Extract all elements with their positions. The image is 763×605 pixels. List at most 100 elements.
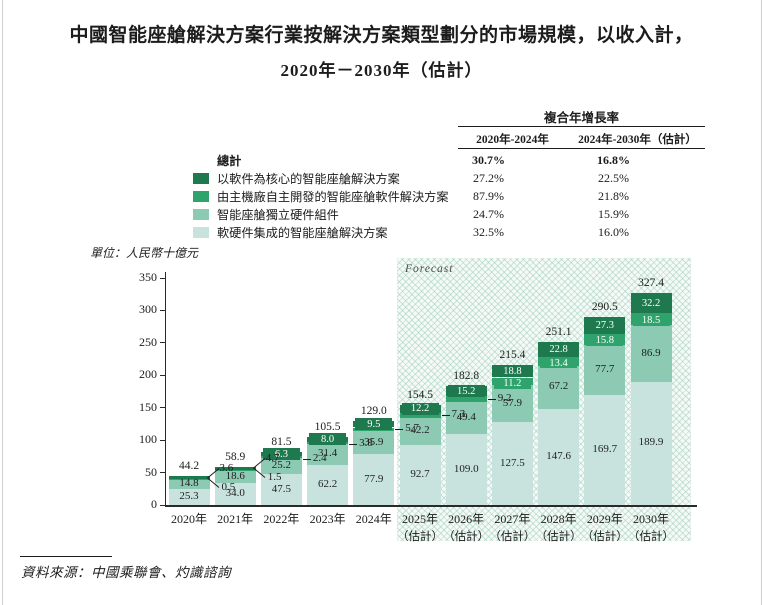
forecast-label: Forecast bbox=[405, 263, 454, 275]
segment-value-label: 62.2 bbox=[317, 477, 338, 490]
bar-segment-0 bbox=[538, 409, 580, 505]
bar-segment-1 bbox=[260, 457, 302, 475]
bar-segment-0 bbox=[445, 434, 487, 505]
x-axis-label-note: （估計） bbox=[628, 531, 674, 543]
y-axis-tick-label: 150 bbox=[139, 399, 157, 414]
x-axis-label: 2025年 （估計） bbox=[388, 510, 452, 544]
cagr-value-2020-2024: 87.9% bbox=[473, 188, 504, 203]
segment-value-label: 49.4 bbox=[456, 411, 476, 424]
cagr-col-2024-2030: 2024年-2030年（估計） bbox=[578, 134, 697, 146]
source-note: 資料來源：中國乘聯會、灼識諮詢 bbox=[21, 565, 231, 580]
total-value-label: 182.8 bbox=[453, 370, 480, 383]
bar-segment-2 bbox=[445, 396, 487, 403]
oem-callout-dash bbox=[487, 399, 496, 401]
segment-value-label: 169.7 bbox=[592, 442, 618, 455]
software-core-value-chip: 8.0 bbox=[309, 433, 347, 446]
software-core-value-callout: 3.6 bbox=[219, 461, 234, 474]
oem-software-value-callout: 0.5 bbox=[221, 480, 236, 493]
y-axis-tick-label: 350 bbox=[139, 270, 157, 284]
bar-segment-0 bbox=[630, 381, 672, 505]
legend-swatch bbox=[193, 208, 209, 220]
x-axis bbox=[165, 505, 697, 507]
legend-row-3: 智能座艙獨立硬件組件 24.7% 15.9% bbox=[193, 205, 705, 223]
oem-callout-dash bbox=[349, 444, 358, 446]
y-axis-tick-label: 200 bbox=[139, 367, 157, 382]
y-axis-tick-label: 50 bbox=[145, 464, 157, 479]
software-core-value-chip: 22.8 bbox=[540, 342, 578, 357]
bar-segment-0 bbox=[399, 444, 441, 505]
cagr-value-2024-2030: 15.9% bbox=[598, 206, 629, 221]
page-edge-right bbox=[761, 0, 762, 605]
x-axis-label-note: （估計） bbox=[397, 531, 443, 543]
cagr-table-rule-bottom bbox=[458, 148, 705, 149]
y-axis-tick bbox=[160, 472, 165, 474]
bar-segment-3 bbox=[214, 466, 256, 470]
bar-segment-1 bbox=[214, 470, 256, 483]
y-axis-tick bbox=[160, 374, 165, 376]
legend-label: 智能座艙獨立硬件組件 bbox=[217, 208, 339, 222]
bar-segment-1 bbox=[538, 365, 580, 410]
total-value-label: 327.4 bbox=[638, 276, 664, 289]
y-axis bbox=[165, 272, 166, 506]
bar-segment-0 bbox=[491, 422, 533, 505]
segment-value-label: 57.9 bbox=[502, 396, 523, 409]
legend-swatch bbox=[193, 172, 209, 184]
y-axis-tick-label: 0 bbox=[151, 497, 157, 511]
bar-2030年 bbox=[630, 292, 672, 505]
chart-title-line1: 中國智能座艙解決方案行業按解決方案類型劃分的市場規模，以收入計， bbox=[69, 25, 694, 46]
legend-swatch bbox=[193, 190, 209, 202]
bar-2026年 bbox=[445, 386, 487, 505]
callout-bracket bbox=[206, 467, 219, 488]
segment-value-label: 127.5 bbox=[500, 456, 525, 469]
software-core-value-chip: 12.2 bbox=[401, 402, 439, 415]
legend-row-0: 總計 30.7% 16.8% bbox=[193, 151, 705, 169]
software-core-value-callout: 4.7 bbox=[265, 452, 280, 465]
oem-software-value-callout: 7.3 bbox=[451, 408, 466, 421]
bar-segment-1 bbox=[399, 417, 441, 445]
y-axis-tick bbox=[160, 277, 165, 279]
total-value-label: 290.5 bbox=[591, 300, 618, 313]
legend-row-2: 由主機廠自主開發的智能座艙軟件解決方案 87.9% 21.8% bbox=[193, 187, 705, 205]
segment-value-label: 31.4 bbox=[317, 447, 338, 460]
cagr-value-2024-2030: 16.0% bbox=[598, 224, 629, 239]
software-core-value-chip: 6.3 bbox=[262, 448, 300, 461]
cagr-col-2020-2024: 2020年-2024年 bbox=[476, 134, 549, 146]
cagr-value-2024-2030: 22.5% bbox=[598, 170, 629, 185]
software-core-value-chip: 15.2 bbox=[447, 385, 485, 398]
legend-row-4: 軟硬件集成的智能座艙解決方案 32.5% 16.0% bbox=[193, 223, 705, 241]
bar-segment-0 bbox=[214, 482, 256, 505]
total-value-label: 105.5 bbox=[314, 420, 341, 433]
oem-software-value-chip: 18.5 bbox=[632, 314, 670, 327]
bar-2024年 bbox=[353, 421, 395, 505]
bar-segment-1 bbox=[630, 325, 672, 382]
total-value-label: 44.2 bbox=[178, 460, 200, 473]
y-axis-tick-label: 100 bbox=[139, 432, 157, 447]
bar-segment-0 bbox=[584, 394, 626, 505]
bar-segment-3 bbox=[168, 476, 210, 479]
total-value-label: 58.9 bbox=[225, 450, 246, 463]
x-axis-label: 2024年 bbox=[355, 512, 392, 526]
bar-segment-1 bbox=[491, 384, 533, 423]
segment-value-label: 34.0 bbox=[225, 486, 245, 499]
oem-software-value-callout: 1.5 bbox=[267, 471, 282, 484]
oem-software-value-chip: 13.4 bbox=[540, 358, 578, 369]
bar-segment-1 bbox=[584, 344, 626, 395]
y-axis-tick bbox=[160, 407, 165, 409]
oem-callout-dash bbox=[441, 415, 450, 417]
bar-segment-1 bbox=[445, 402, 487, 435]
legend-label: 以軟件為核心的智能座艙解決方案 bbox=[217, 172, 400, 186]
segment-value-label: 77.7 bbox=[595, 362, 615, 375]
software-core-value-chip: 9.5 bbox=[355, 418, 393, 431]
bar-segment-0 bbox=[307, 464, 349, 505]
segment-value-label: 109.0 bbox=[453, 462, 479, 475]
x-axis-label: 2027年 （估計） bbox=[480, 510, 544, 544]
x-axis-label: 2023年 bbox=[309, 512, 346, 526]
cagr-value-2020-2024: 24.7% bbox=[473, 206, 504, 221]
unit-label: 單位：人民幣十億元 bbox=[90, 246, 199, 260]
x-axis-label: 2029年 （估計） bbox=[573, 510, 637, 544]
oem-callout-dash bbox=[395, 429, 404, 431]
segment-value-label: 18.6 bbox=[225, 469, 245, 482]
oem-software-value-callout: 5.7 bbox=[405, 422, 420, 435]
x-axis-label-note: （估計） bbox=[535, 531, 582, 543]
